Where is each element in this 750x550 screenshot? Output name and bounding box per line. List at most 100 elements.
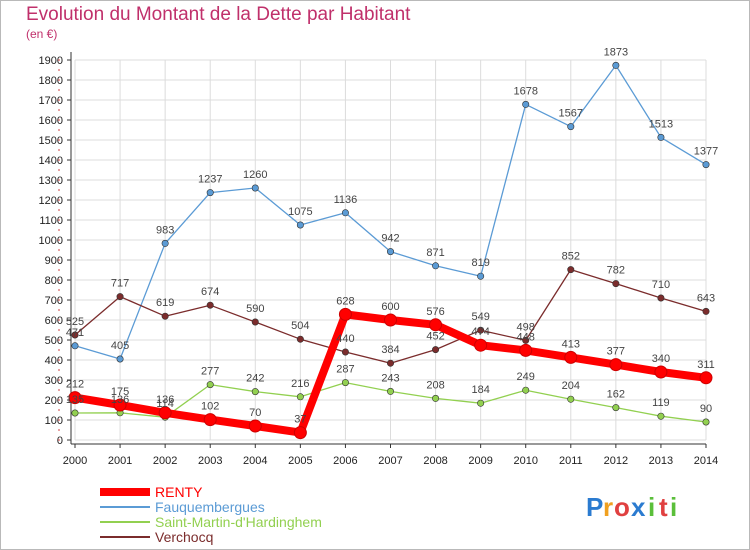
data-label: 600: [381, 301, 399, 313]
legend: RENTYFauquemberguesSaint-Martin-d'Hardin…: [100, 484, 322, 545]
y-tick-label: 300: [45, 375, 63, 387]
data-label: 643: [697, 292, 715, 304]
data-point: [296, 393, 304, 401]
data-label: 119: [652, 397, 670, 409]
data-label: 413: [562, 338, 580, 350]
y-tick-label: 1600: [39, 115, 63, 127]
data-label: 1136: [334, 194, 358, 206]
data-point: [338, 307, 352, 321]
data-point: [158, 406, 172, 420]
data-point: [567, 266, 575, 274]
data-label: 628: [336, 295, 354, 307]
data-point: [432, 262, 440, 270]
legend-label: Verchocq: [155, 529, 213, 545]
data-point: [206, 301, 214, 309]
data-label: 452: [426, 331, 444, 343]
data-label: 576: [426, 306, 444, 318]
y-tick-label: 1300: [39, 175, 63, 187]
data-label: 1377: [694, 146, 718, 158]
x-tick-label: 2006: [333, 455, 357, 467]
data-point: [654, 365, 668, 379]
logo-letter: t: [659, 492, 668, 522]
data-point: [702, 418, 710, 426]
data-point: [161, 312, 169, 320]
series: [68, 61, 713, 440]
data-label: 287: [336, 364, 354, 376]
data-point: [248, 419, 262, 433]
data-point: [522, 100, 530, 108]
x-tick-label: 2012: [604, 455, 628, 467]
data-point: [251, 184, 259, 192]
data-label: 277: [201, 366, 219, 378]
data-labels: 471 405 983 1237 1260 1075 1136 942 871 819 1678 15…: [66, 46, 718, 425]
data-label: 440: [336, 333, 354, 345]
data-label: 216: [291, 378, 309, 390]
data-point: [564, 350, 578, 364]
data-point: [477, 272, 485, 280]
data-point: [567, 395, 575, 403]
data-point: [203, 413, 217, 427]
data-label: 208: [426, 379, 444, 391]
y-tick-label: 800: [45, 275, 63, 287]
data-label: 525: [66, 316, 84, 328]
data-label: 377: [607, 346, 625, 358]
y-tick-label: 1200: [39, 195, 63, 207]
x-tick-label: 2011: [559, 455, 583, 467]
data-point: [341, 209, 349, 217]
data-label: 674: [201, 286, 219, 298]
data-label: 710: [652, 279, 670, 291]
data-label: 249: [517, 371, 535, 383]
data-point: [116, 355, 124, 363]
data-point: [71, 342, 79, 350]
data-point: [522, 336, 530, 344]
data-point: [432, 346, 440, 354]
x-tick-label: 2014: [694, 455, 718, 467]
data-label: 448: [517, 331, 535, 343]
logo-letter: i: [648, 492, 655, 522]
data-label: 70: [249, 407, 261, 419]
data-point: [612, 404, 620, 412]
data-label: 782: [607, 265, 625, 277]
y-tick-label: 600: [45, 315, 63, 327]
x-tick-label: 2002: [153, 455, 177, 467]
data-label: 212: [66, 379, 84, 391]
data-label: 504: [291, 320, 309, 332]
data-label: 162: [607, 389, 625, 401]
data-point: [206, 189, 214, 197]
data-point: [206, 381, 214, 389]
data-point: [702, 161, 710, 169]
data-point: [657, 294, 665, 302]
data-point: [251, 318, 259, 326]
data-label: 37: [294, 414, 306, 426]
x-tick-label: 2008: [423, 455, 447, 467]
x-tick-label: 2009: [468, 455, 492, 467]
data-point: [702, 307, 710, 315]
data-label: 1237: [198, 174, 222, 186]
data-point: [657, 133, 665, 141]
data-point: [386, 359, 394, 367]
data-label: 498: [517, 321, 535, 333]
y-tick-label: 1400: [39, 155, 63, 167]
data-point: [341, 379, 349, 387]
data-label: 871: [426, 247, 444, 259]
data-point: [519, 343, 533, 357]
data-label: 590: [246, 303, 264, 315]
data-point: [522, 386, 530, 394]
data-point: [341, 348, 349, 356]
data-point: [293, 426, 307, 440]
data-point: [567, 123, 575, 131]
data-label: 1873: [604, 46, 628, 58]
chart-title: Evolution du Montant de la Dette par Hab…: [26, 4, 411, 25]
x-tick-label: 2013: [649, 455, 673, 467]
data-label: 983: [156, 224, 174, 236]
data-label: 90: [700, 403, 712, 415]
data-label: 549: [471, 311, 489, 323]
data-label: 340: [652, 353, 670, 365]
data-point: [429, 318, 443, 332]
data-label: 135: [66, 394, 84, 406]
x-tick-label: 2005: [288, 455, 312, 467]
legend-label: RENTY: [155, 484, 203, 500]
data-label: 471: [66, 327, 84, 339]
data-label: 1567: [559, 108, 583, 120]
